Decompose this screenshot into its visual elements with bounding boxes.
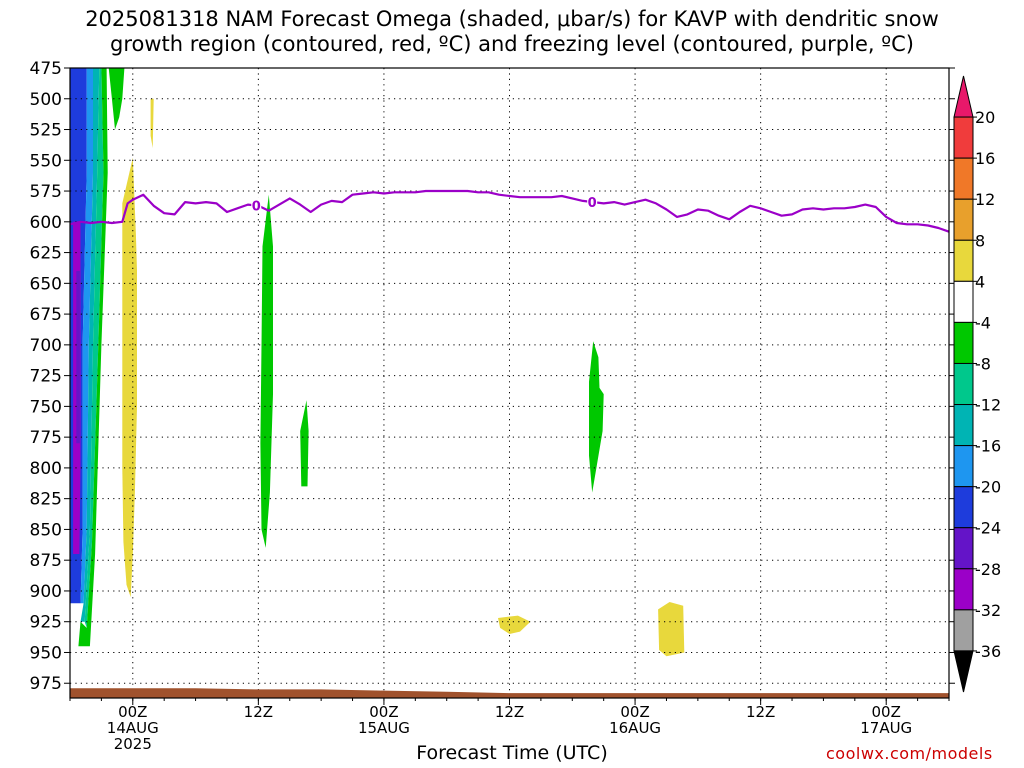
x-tick-label: 00Z (118, 703, 147, 721)
y-tick-label: 800 (30, 459, 62, 479)
y-tick-label: 700 (30, 336, 62, 356)
y-tick-label: 950 (30, 643, 62, 663)
colorbar-label: -28 (975, 560, 1001, 579)
y-tick-label: 575 (30, 182, 62, 202)
omega-region (260, 194, 273, 548)
y-tick-label: 500 (30, 90, 62, 110)
y-tick-label: 775 (30, 428, 62, 448)
omega-region (78, 68, 108, 647)
terrain-fill (70, 688, 949, 698)
omega-region (150, 98, 154, 148)
colorbar-box (953, 609, 974, 652)
omega-region (80, 68, 100, 622)
omega-region (300, 400, 309, 487)
colorbar-box (953, 157, 974, 200)
colorbar-box (953, 527, 974, 570)
y-tick-label: 750 (30, 397, 62, 417)
y-tick-label: 975 (30, 674, 62, 694)
colorbar-box (953, 445, 974, 488)
y-tick-label: 550 (30, 151, 62, 171)
x-tick-label: 12Z (746, 703, 775, 721)
terrain-layer (70, 688, 949, 698)
omega-region (122, 157, 137, 598)
colorbar-label: -24 (975, 519, 1001, 538)
x-tick-label: 17AUG (860, 719, 912, 737)
y-axis: 475 500 525 550 575 600 625 650 675 700 725 750 775 8… (30, 59, 955, 694)
x-tick-label: 12Z (244, 703, 273, 721)
y-tick-label: 475 (30, 59, 62, 79)
x-tick-label: 14AUG (107, 719, 159, 737)
y-tick-label: 675 (30, 305, 62, 325)
x-tick-label: 00Z (620, 703, 649, 721)
freezing-label-bg (587, 193, 598, 208)
omega-region (76, 271, 80, 444)
colorbar-label: -12 (975, 396, 1001, 415)
y-tick-label: 925 (30, 613, 62, 633)
colorbar-label: 8 (975, 231, 985, 250)
omega-region (589, 341, 604, 493)
freezing-level-line (70, 189, 949, 233)
x-axis-title: Forecast Time (UTC) (416, 742, 608, 764)
grid-layer (70, 68, 949, 698)
omega-region (84, 68, 104, 628)
y-tick-label: 875 (30, 551, 62, 571)
colorbar-box (953, 239, 974, 282)
y-tick-label: 725 (30, 367, 62, 387)
chart-title-line1: 2025081318 NAM Forecast Omega (shaded, μ… (85, 7, 939, 31)
x-tick-label: 15AUG (358, 719, 410, 737)
colorbar-label: -36 (975, 642, 1001, 661)
x-tick-label: 00Z (369, 703, 398, 721)
y-tick-label: 900 (30, 582, 62, 602)
freezing-level-label: 0 (252, 200, 261, 215)
colorbar-label: -20 (975, 478, 1001, 497)
colorbar-box (953, 280, 974, 323)
x-tick-label: 16AUG (609, 719, 661, 737)
omega-region (80, 68, 93, 604)
colorbar-box (953, 362, 974, 406)
y-tick-label: 650 (30, 274, 62, 294)
omega-region (498, 615, 531, 634)
y-tick-label: 850 (30, 520, 62, 540)
freezing-level-label: 0 (588, 196, 597, 211)
colorbar-label: -4 (975, 313, 991, 332)
colorbar-bottom-triangle (953, 650, 974, 693)
colorbar-label: -32 (975, 601, 1001, 620)
colorbar-box (953, 321, 974, 364)
omega-region (108, 68, 125, 130)
credit-link[interactable]: coolwx.com/models (826, 744, 993, 763)
y-tick-label: 600 (30, 213, 62, 233)
colorbar-label: 16 (975, 149, 995, 168)
colorbar-box (953, 198, 974, 241)
colorbar-label: 12 (975, 190, 995, 209)
colorbar: 20 16 12 8 4 -4 -8 -12 -16 -20 -24 -28 -32 -36 (953, 75, 1001, 693)
colorbar-box (953, 116, 974, 159)
colorbar-top-triangle (953, 75, 974, 118)
colorbar-label: 4 (975, 272, 985, 291)
omega-region (658, 602, 685, 657)
freezing-label-bg (251, 197, 262, 212)
colorbar-box (953, 404, 974, 447)
chart-title-line2: growth region (contoured, red, ºC) and f… (110, 32, 914, 56)
y-tick-label: 525 (30, 121, 62, 141)
colorbar-label: 20 (975, 108, 995, 127)
x-tick-label: 12Z (495, 703, 524, 721)
colorbar-label: -8 (975, 354, 991, 373)
x-tick-label: 00Z (872, 703, 901, 721)
colorbar-box (953, 568, 974, 611)
colorbar-box (953, 486, 974, 529)
omega-shading-layer (70, 68, 685, 657)
x-tick-label: 2025 (114, 735, 152, 753)
colorbar-label: -16 (975, 437, 1001, 456)
y-tick-label: 825 (30, 490, 62, 510)
y-tick-label: 625 (30, 244, 62, 264)
